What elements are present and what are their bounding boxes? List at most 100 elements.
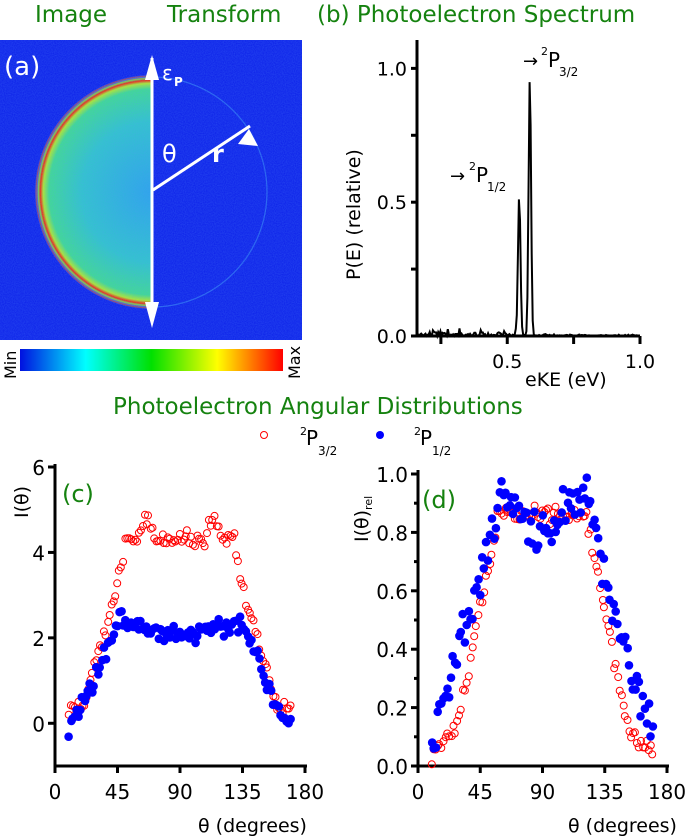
legend-p12-sub: 1/2 [432,444,451,458]
point-2P3-2 [599,603,608,612]
point-2P1-2 [464,606,474,616]
xtick-label: 135 [586,780,624,804]
panel-label-d: (d) [422,486,456,514]
epsilon-label: ε [162,61,173,85]
point-2P1-2 [448,651,457,661]
point-2P3-2 [462,678,471,687]
open-circle-marker-icon [260,431,268,439]
peak-p32-letter: P [548,48,560,72]
point-2P1-2 [530,507,539,516]
point-2P1-2 [557,508,566,517]
point-2P3-2 [632,739,641,747]
point-2P3-2 [630,728,639,737]
arrow-radius-icon [238,129,258,146]
point-2P1-2 [613,619,622,629]
point-2P1-2 [95,663,104,672]
point-2P3-2 [232,551,241,560]
point-2P3-2 [261,660,270,669]
point-2P1-2 [109,630,119,639]
peak-label-p32: → 2 P 3/2 [523,45,578,79]
point-2P1-2 [547,537,556,547]
point-2P3-2 [615,686,624,695]
point-2P3-2 [200,542,209,551]
point-2P3-2 [247,614,256,623]
point-2P1-2 [214,614,223,624]
panel-label-a: (a) [4,52,40,82]
point-2P1-2 [483,556,493,565]
point-2P1-2 [452,660,462,669]
point-2P3-2 [497,509,506,518]
point-2P3-2 [226,531,235,540]
spectrum-ylabel: P(E) (relative) [343,149,365,280]
point-2P3-2 [197,535,206,544]
point-2P1-2 [225,628,234,637]
point-2P3-2 [253,630,262,639]
point-2P3-2 [173,535,182,544]
point-2P1-2 [89,681,98,691]
point-2P3-2 [474,611,483,620]
point-2P3-2 [617,691,626,700]
point-2P3-2 [101,631,110,640]
legend-p12-sup: 2 [414,425,421,438]
legend: 2 P 3/2 2 P 1/2 [260,425,451,458]
point-2P3-2 [648,750,657,759]
point-2P1-2 [624,661,634,670]
arrow-down-icon [145,302,159,328]
point-2P1-2 [644,699,654,708]
point-2P3-2 [206,521,215,530]
point-2P3-2 [233,557,242,566]
point-2P1-2 [505,501,515,510]
point-2P3-2 [627,733,636,742]
point-2P3-2 [113,579,122,588]
point-2P3-2 [439,737,448,746]
point-2P3-2 [610,664,619,673]
c-xlabel: θ (degrees) [198,815,307,837]
point-2P1-2 [74,712,83,721]
point-2P3-2 [169,536,178,545]
point-2P1-2 [286,714,295,724]
point-2P3-2 [111,592,120,601]
xtick-label: 0 [49,780,62,804]
point-2P3-2 [142,520,151,529]
point-2P1-2 [648,722,658,731]
point-2P1-2 [481,537,491,547]
point-2P3-2 [181,532,190,541]
point-2P3-2 [453,717,462,725]
ytick-label: 2 [32,627,45,651]
point-2P1-2 [533,541,543,550]
point-2P3-2 [239,583,248,592]
colorbar: Min Max [1,346,304,379]
ytick-label: 0.8 [376,521,408,545]
point-2P1-2 [493,503,502,513]
point-2P3-2 [105,611,114,619]
point-2P3-2 [204,515,213,524]
point-2P1-2 [444,693,454,702]
point-2P3-2 [447,732,456,741]
point-2P1-2 [578,483,588,492]
point-2P3-2 [623,716,632,724]
d-ylabel: I(θ)rel [351,496,375,542]
point-2P3-2 [625,727,634,736]
point-2P3-2 [99,627,108,636]
xtick-label: 90 [167,780,192,804]
point-2P3-2 [216,531,225,540]
point-2P1-2 [514,501,524,511]
point-2P3-2 [136,526,145,535]
point-2P3-2 [148,523,157,532]
point-2P1-2 [460,638,470,647]
point-2P1-2 [538,511,548,520]
xtick-label: 45 [105,780,130,804]
point-2P1-2 [593,533,603,543]
point-2P3-2 [588,548,597,557]
point-2P3-2 [443,729,452,738]
b-xtick-label: 1.0 [625,351,655,373]
point-2P1-2 [576,508,585,517]
point-2P1-2 [604,583,613,592]
point-2P3-2 [134,528,143,537]
point-2P1-2 [621,632,630,642]
legend-p12-letter: P [420,426,432,450]
point-2P1-2 [497,477,506,486]
ytick-label: 0 [32,712,45,736]
b-ytick-label: 0.0 [377,326,407,348]
point-2P3-2 [464,672,473,681]
